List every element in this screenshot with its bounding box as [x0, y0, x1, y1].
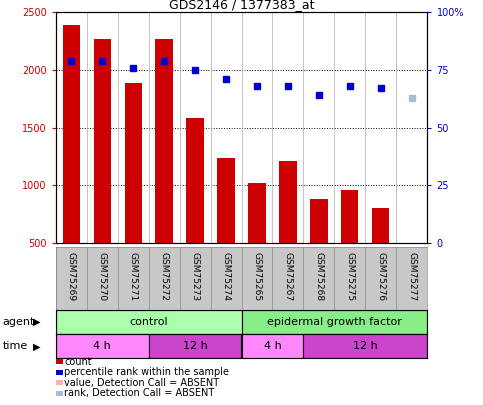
- Text: agent: agent: [2, 317, 35, 327]
- Bar: [372, 208, 389, 243]
- Text: 12 h: 12 h: [183, 341, 207, 351]
- Text: GSM75277: GSM75277: [408, 252, 416, 301]
- Bar: [280, 161, 297, 243]
- Text: GSM75273: GSM75273: [190, 252, 199, 301]
- Text: 4 h: 4 h: [93, 341, 111, 351]
- Text: control: control: [129, 317, 168, 327]
- Bar: [62, 25, 80, 243]
- Text: ▶: ▶: [33, 341, 41, 351]
- Bar: [149, 334, 242, 358]
- Text: GSM75274: GSM75274: [222, 252, 230, 301]
- Text: GSM75265: GSM75265: [253, 252, 261, 301]
- Text: value, Detection Call = ABSENT: value, Detection Call = ABSENT: [64, 378, 219, 388]
- Bar: [56, 310, 242, 334]
- Text: GSM75276: GSM75276: [376, 252, 385, 301]
- Bar: [248, 183, 266, 243]
- Text: time: time: [2, 341, 28, 351]
- Text: GSM75271: GSM75271: [128, 252, 138, 301]
- Bar: [56, 334, 149, 358]
- Bar: [242, 310, 427, 334]
- Text: GSM75269: GSM75269: [67, 252, 75, 301]
- Text: GSM75272: GSM75272: [159, 252, 169, 301]
- Title: GDS2146 / 1377383_at: GDS2146 / 1377383_at: [169, 0, 314, 11]
- Text: epidermal growth factor: epidermal growth factor: [267, 317, 402, 327]
- Bar: [156, 39, 172, 243]
- Bar: [311, 199, 327, 243]
- Bar: [303, 334, 427, 358]
- Text: percentile rank within the sample: percentile rank within the sample: [64, 367, 229, 377]
- Text: GSM75268: GSM75268: [314, 252, 324, 301]
- Bar: [242, 334, 303, 358]
- Bar: [186, 118, 203, 243]
- Text: GSM75270: GSM75270: [98, 252, 107, 301]
- Bar: [125, 83, 142, 243]
- Text: GSM75275: GSM75275: [345, 252, 355, 301]
- Text: 12 h: 12 h: [353, 341, 378, 351]
- Text: count: count: [64, 357, 92, 367]
- Bar: [341, 190, 358, 243]
- Text: GSM75267: GSM75267: [284, 252, 293, 301]
- Text: rank, Detection Call = ABSENT: rank, Detection Call = ABSENT: [64, 388, 214, 398]
- Text: 4 h: 4 h: [264, 341, 282, 351]
- Bar: [94, 39, 111, 243]
- Bar: [217, 158, 235, 243]
- Text: ▶: ▶: [33, 317, 41, 327]
